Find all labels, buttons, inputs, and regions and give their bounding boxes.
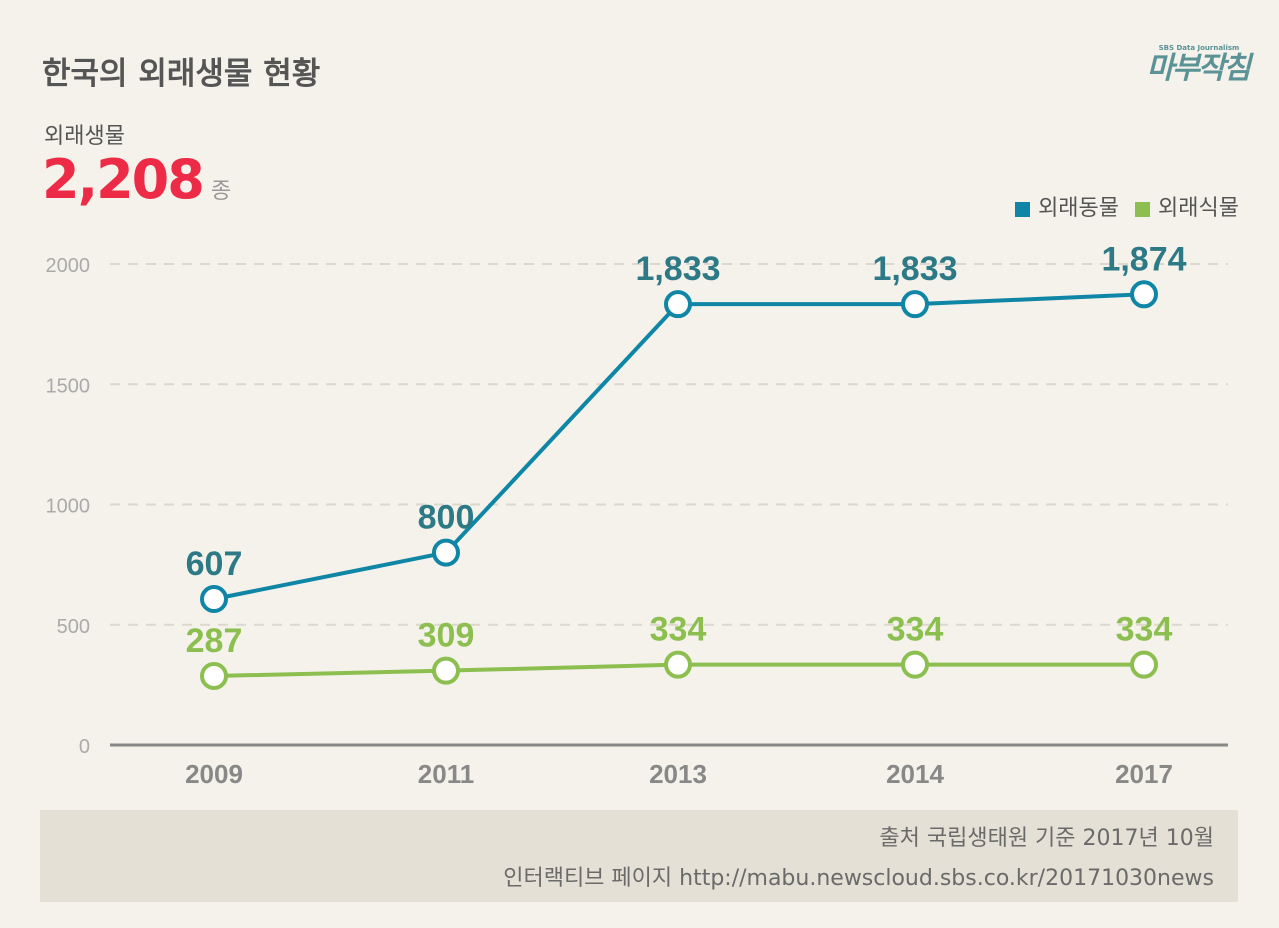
x-tick-label: 2017 bbox=[1115, 759, 1173, 789]
data-point bbox=[664, 650, 692, 679]
summary-value: 2,208 bbox=[42, 148, 205, 211]
data-point bbox=[432, 538, 460, 567]
x-tick-label: 2009 bbox=[185, 759, 243, 789]
logo-name: 마부작침 bbox=[1146, 51, 1251, 86]
data-label: 800 bbox=[418, 499, 475, 537]
legend-label: 외래동물 bbox=[1038, 196, 1120, 221]
line-chart: 0 500 1000 1500 2000 2009 2011 2013 2014 2017 607 8… bbox=[46, 240, 1228, 789]
logo: SBS Data Journalism 마부작침 bbox=[1146, 44, 1251, 86]
x-tick-label: 2013 bbox=[649, 759, 707, 789]
data-point bbox=[901, 290, 929, 319]
data-point bbox=[200, 585, 228, 614]
data-label: 334 bbox=[887, 611, 944, 649]
summary-total: 2,208 종 bbox=[42, 150, 231, 210]
legend-item-animals: 외래동물 bbox=[1015, 190, 1119, 222]
page-title: 한국의 외래생물 현황 bbox=[42, 56, 321, 92]
data-point bbox=[664, 290, 692, 319]
legend-swatch bbox=[1135, 201, 1151, 217]
x-tick-label: 2014 bbox=[886, 759, 944, 789]
data-point bbox=[1130, 650, 1158, 679]
legend-item-plants: 외래식물 bbox=[1135, 190, 1239, 222]
y-tick-label: 0 bbox=[79, 736, 90, 758]
data-point bbox=[1130, 280, 1158, 309]
data-label: 1,833 bbox=[635, 250, 720, 288]
y-tick-label: 500 bbox=[57, 616, 90, 638]
legend-label: 외래식물 bbox=[1158, 196, 1239, 221]
legend: 외래동물 외래식물 bbox=[1015, 190, 1239, 222]
data-label: 607 bbox=[186, 545, 243, 583]
data-label: 287 bbox=[186, 622, 243, 660]
data-point bbox=[901, 650, 929, 679]
y-tick-label: 1500 bbox=[46, 375, 91, 397]
data-label: 334 bbox=[1116, 611, 1173, 649]
logo-tagline: SBS Data Journalism bbox=[1158, 44, 1240, 52]
interactive-link[interactable]: 인터랙티브 페이지 http://mabu.newscloud.sbs.co.k… bbox=[503, 866, 1214, 891]
data-label: 334 bbox=[650, 611, 707, 649]
footer: 출처 국립생태원 기준 2017년 10월 인터랙티브 페이지 http://m… bbox=[40, 810, 1238, 902]
series-line-0 bbox=[213, 292, 1145, 601]
x-tick-label: 2011 bbox=[418, 759, 474, 789]
summary-label: 외래생물 bbox=[44, 124, 125, 149]
data-label: 1,833 bbox=[872, 250, 957, 288]
data-label: 1,874 bbox=[1101, 240, 1186, 278]
y-tick-label: 1000 bbox=[46, 496, 91, 518]
legend-swatch bbox=[1015, 201, 1031, 217]
y-tick-label: 2000 bbox=[46, 255, 91, 277]
data-point bbox=[200, 661, 228, 690]
data-point bbox=[432, 656, 460, 685]
summary-unit: 종 bbox=[210, 179, 232, 204]
source-text: 출처 국립생태원 기준 2017년 10월 bbox=[879, 826, 1214, 851]
data-label: 309 bbox=[418, 617, 475, 655]
